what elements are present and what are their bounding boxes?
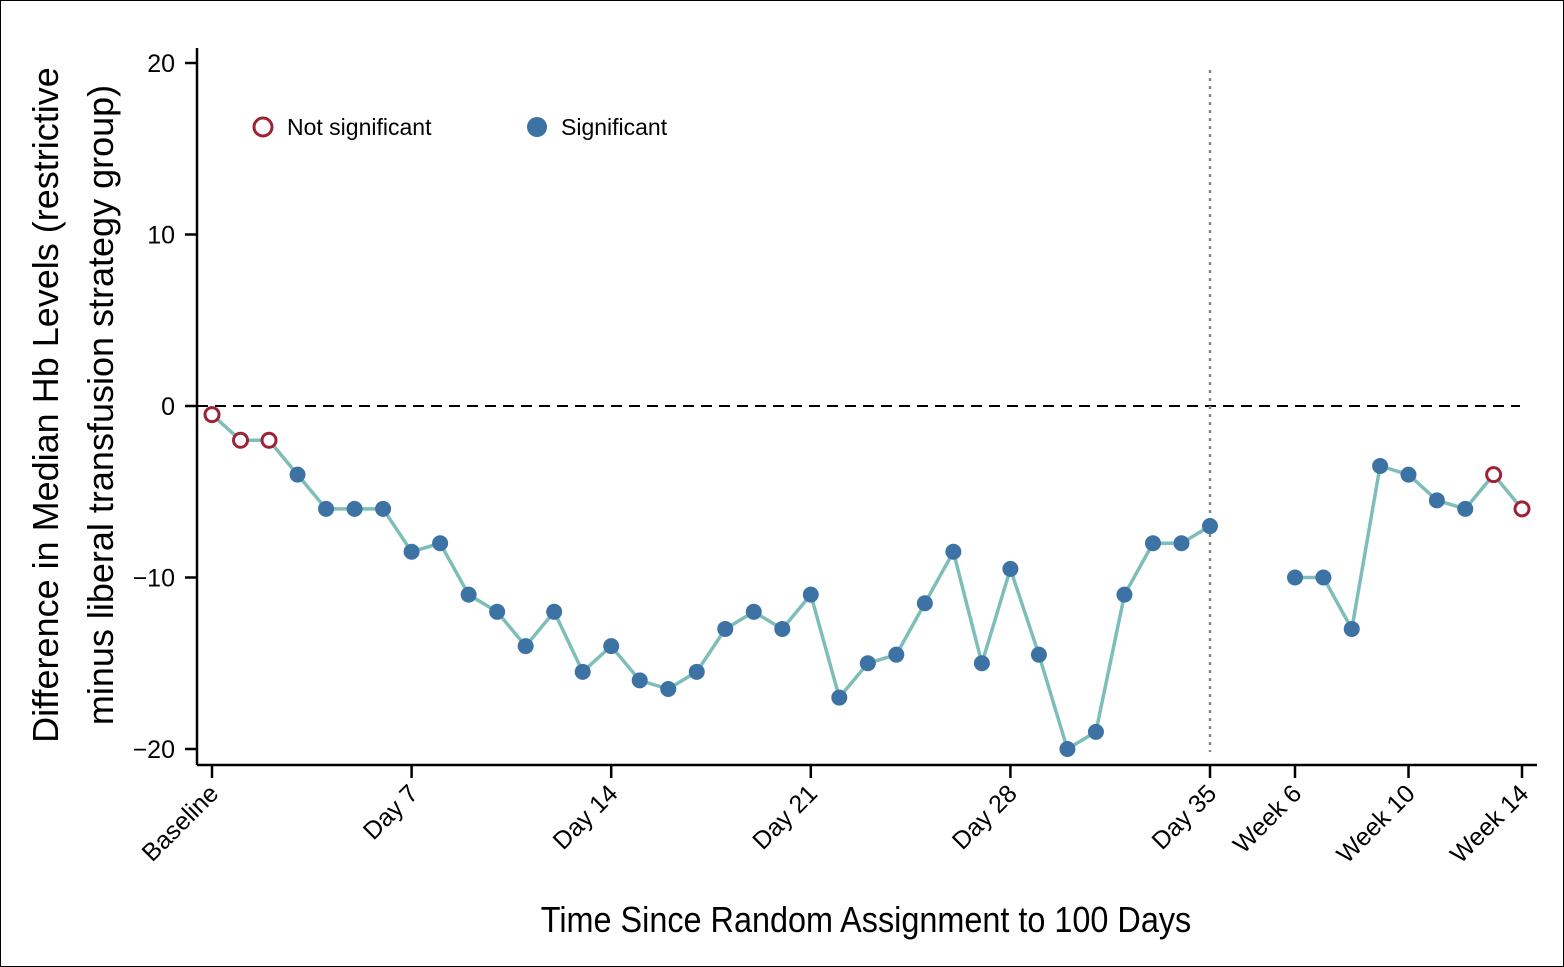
significant-point xyxy=(631,672,648,689)
significant-point xyxy=(1030,646,1047,663)
y-axis-title-line1: Difference in Median Hb Levels (restrict… xyxy=(25,67,66,743)
significant-point xyxy=(1428,492,1445,509)
legend-significant-marker xyxy=(527,117,547,137)
significant-point xyxy=(489,603,506,620)
x-tick-label: Week 10 xyxy=(1331,779,1420,868)
significant-point xyxy=(289,466,306,483)
significant-point xyxy=(403,543,420,560)
significant-point xyxy=(859,655,876,672)
significant-point xyxy=(318,500,335,517)
significant-point xyxy=(688,663,705,680)
legend-not-significant-label: Not significant xyxy=(287,114,432,140)
significant-point xyxy=(1343,620,1360,637)
not-significant-point xyxy=(260,431,278,449)
significant-point xyxy=(1173,535,1190,552)
y-ticks: 20 10 0 −10 −20 xyxy=(133,50,197,764)
significant-point xyxy=(660,680,677,697)
legend-not-significant-marker xyxy=(252,116,274,138)
significant-point xyxy=(916,595,933,612)
significant-point xyxy=(717,620,734,637)
significant-point xyxy=(745,603,762,620)
significant-point xyxy=(1059,741,1076,757)
not-significant-point xyxy=(203,406,221,424)
significant-point xyxy=(546,603,563,620)
x-tick-label: Day 7 xyxy=(358,779,424,845)
significant-point xyxy=(1087,723,1104,740)
significant-point xyxy=(973,655,990,672)
significant-point xyxy=(831,689,848,706)
significant-point xyxy=(574,663,591,680)
x-tick-label: Day 14 xyxy=(548,779,624,855)
legend: Not significant Significant xyxy=(252,114,668,140)
significant-point xyxy=(1202,518,1218,535)
x-tick-label: Day 35 xyxy=(1146,779,1222,855)
significant-point xyxy=(888,646,905,663)
significant-point xyxy=(375,500,392,517)
significant-point xyxy=(1372,458,1389,475)
y-tick-label: −20 xyxy=(133,736,175,764)
significant-point xyxy=(432,535,449,552)
significant-point xyxy=(1400,466,1417,483)
series-points xyxy=(203,406,1531,757)
legend-significant-label: Significant xyxy=(561,114,668,140)
y-axis-title-line2: minus liberal transfusion strategy group… xyxy=(80,85,121,725)
y-tick-label: 10 xyxy=(147,222,175,250)
significant-point xyxy=(1287,569,1303,586)
y-tick-label: 0 xyxy=(161,393,175,421)
not-significant-point xyxy=(232,431,250,449)
not-significant-point xyxy=(1513,500,1531,518)
significant-point xyxy=(774,620,791,637)
significant-point xyxy=(1144,535,1161,552)
x-tick-label: Week 6 xyxy=(1228,779,1307,858)
x-ticks: Baseline Day 7 Day 14 Day 21 Day 28 Day 35 Wee… xyxy=(137,765,1534,869)
y-tick-label: 20 xyxy=(147,50,175,78)
x-tick-label: Week 14 xyxy=(1445,779,1534,868)
x-tick-label: Day 28 xyxy=(947,779,1023,855)
significant-point xyxy=(1315,569,1332,586)
x-axis-title: Time Since Random Assignment to 100 Days xyxy=(541,900,1191,940)
significant-point xyxy=(945,543,962,560)
significant-point xyxy=(1116,586,1133,603)
not-significant-point xyxy=(1485,466,1503,484)
significant-point xyxy=(1002,560,1019,577)
significant-point xyxy=(346,500,363,517)
significant-point xyxy=(460,586,477,603)
significant-point xyxy=(802,586,819,603)
series-line xyxy=(1295,464,1524,631)
x-tick-label: Day 21 xyxy=(747,779,823,855)
significant-point xyxy=(517,638,534,655)
significant-point xyxy=(1457,500,1474,517)
significant-point xyxy=(603,638,620,655)
series-line xyxy=(210,413,1211,751)
x-tick-label: Baseline xyxy=(137,779,225,867)
y-tick-label: −10 xyxy=(133,565,175,593)
